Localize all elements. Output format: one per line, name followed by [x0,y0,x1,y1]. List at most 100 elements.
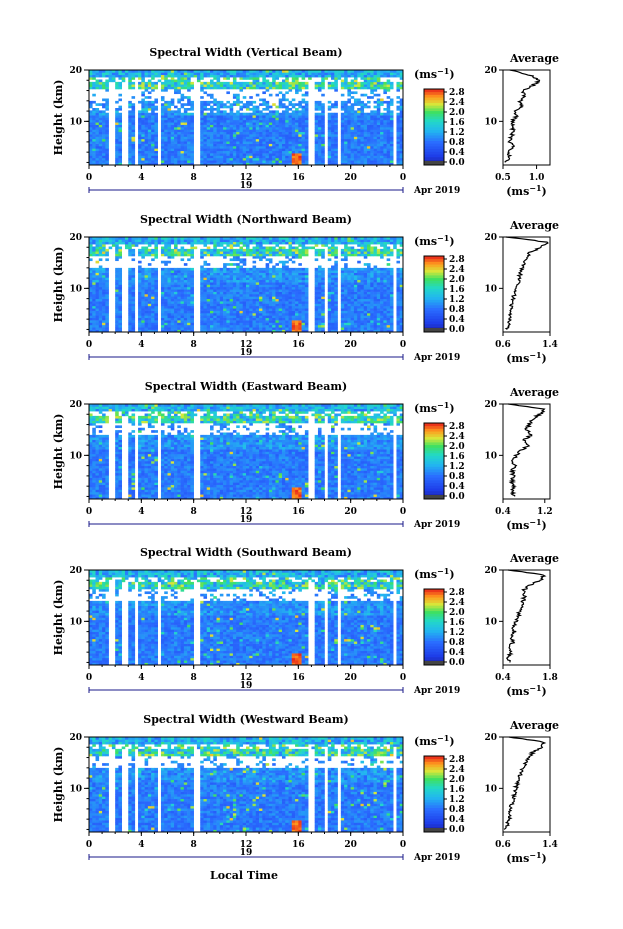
colorbar-tick-label: 1.6 [449,285,465,295]
avg-y-tick-label: 10 [484,784,497,794]
average-panel: Average 10 20 0.6 1.4(ms−1) [484,719,559,865]
avg-y-tick-label: 20 [484,733,497,743]
date-label: Apr 2019 [413,353,460,363]
colorbar-tick-label: 0.0 [449,158,465,168]
y-tick-label: 20 [69,66,82,76]
day-label: 19 [240,681,253,691]
heatmap [89,70,404,166]
x-tick-label: 12 [240,507,253,517]
x-tick-label: 20 [344,507,357,517]
avg-x-tick-label: 0.4 [495,673,511,683]
day-label: 19 [240,181,253,191]
colorbar-floor [424,495,444,499]
average-frame [502,736,551,833]
colorbar-tick-label: 2.8 [449,88,465,98]
x-tick-label: 0 [86,673,92,683]
colorbar-unit: (ms−1) [414,66,455,81]
x-tick-label: 12 [240,673,253,683]
panel-2: Spectral Width (Northward Beam) 10 20 Heigh… [52,213,559,365]
colorbar-frame [423,588,445,666]
panel-4: Spectral Width (Southward Beam) 10 20 Heigh… [52,546,559,698]
y-axis-label: Height (km) [52,80,65,156]
y-axis-label: Height (km) [52,414,65,490]
colorbar-tick-label: 2.4 [449,765,465,775]
day-label: 19 [240,848,253,858]
colorbar-unit: (ms−1) [414,733,455,748]
heatmap [89,237,404,333]
avg-y-tick-label: 10 [484,451,497,461]
colorbar-tick-label: 0.8 [449,138,465,148]
x-tick-label: 8 [191,173,197,183]
x-tick-label: 8 [191,340,197,350]
y-tick-label: 20 [69,566,82,576]
y-tick-label: 20 [69,400,82,410]
avg-y-tick-label: 10 [484,117,497,127]
x-tick-label: 0 [86,173,92,183]
colorbar-tick-label: 0.4 [449,648,465,658]
date-label: Apr 2019 [413,686,460,696]
x-tick-label: 16 [292,173,305,183]
average-panel: Average 10 20 0.4 1.2(ms−1) [484,386,559,532]
colorbar-tick-label: 2.4 [449,432,465,442]
avg-y-tick-label: 10 [484,617,497,627]
average-title: Average [509,219,559,232]
colorbar-tick-label: 1.2 [449,295,465,305]
x-tick-label: 0 [400,673,406,683]
avg-y-tick-label: 20 [484,233,497,243]
average-title: Average [509,386,559,399]
colorbar-tick-label: 2.4 [449,98,465,108]
y-tick-label: 10 [69,117,82,127]
y-tick-label: 10 [69,617,82,627]
colorbar-tick-label: 2.8 [449,755,465,765]
average-title: Average [509,552,559,565]
x-tick-label: 12 [240,340,253,350]
avg-y-tick-label: 20 [484,400,497,410]
y-tick-label: 20 [69,733,82,743]
colorbar: 0.00.40.81.21.62.02.42.8 [423,88,465,168]
colorbar: 0.00.40.81.21.62.02.42.8 [423,255,465,335]
x-tick-label: 16 [292,507,305,517]
x-tick-label: 0 [400,340,406,350]
x-tick-label: 16 [292,840,305,850]
x-tick-label: 0 [86,840,92,850]
colorbar: 0.00.40.81.21.62.02.42.8 [423,588,465,668]
x-tick-label: 4 [138,340,144,350]
x-tick-label: 20 [344,840,357,850]
colorbar-tick-label: 1.2 [449,128,465,138]
x-axis-label: Local Time [210,869,278,882]
average-unit: (ms−1) [506,683,547,698]
x-tick-label: 0 [400,507,406,517]
day-label: 19 [240,515,253,525]
colorbar-unit: (ms−1) [414,233,455,248]
average-frame [502,569,551,666]
x-tick-label: 8 [191,673,197,683]
y-tick-label: 20 [69,233,82,243]
x-tick-label: 20 [344,340,357,350]
colorbar-tick-label: 0.0 [449,492,465,502]
panel-title: Spectral Width (Eastward Beam) [145,380,347,393]
colorbar-tick-label: 0.4 [449,482,465,492]
colorbar-tick-label: 0.0 [449,325,465,335]
day-label: 19 [240,348,253,358]
panel-title: Spectral Width (Vertical Beam) [149,46,342,59]
average-profile-line [508,403,546,497]
colorbar-tick-label: 2.0 [449,442,465,452]
x-tick-label: 4 [138,507,144,517]
colorbar-frame [423,755,445,833]
average-profile-line [504,69,541,163]
average-profile-line [503,736,547,830]
x-tick-label: 0 [86,340,92,350]
y-tick-label: 10 [69,284,82,294]
x-tick-label: 20 [344,673,357,683]
colorbar-tick-label: 2.4 [449,598,465,608]
panel-title: Spectral Width (Northward Beam) [140,213,352,226]
x-tick-label: 20 [344,173,357,183]
date-label: Apr 2019 [413,520,460,530]
colorbar-tick-label: 0.4 [449,148,465,158]
average-profile-line [504,236,549,330]
x-tick-label: 0 [400,173,406,183]
colorbar-tick-label: 0.4 [449,315,465,325]
colorbar-frame [423,255,445,333]
avg-x-tick-label: 1.8 [542,673,558,683]
